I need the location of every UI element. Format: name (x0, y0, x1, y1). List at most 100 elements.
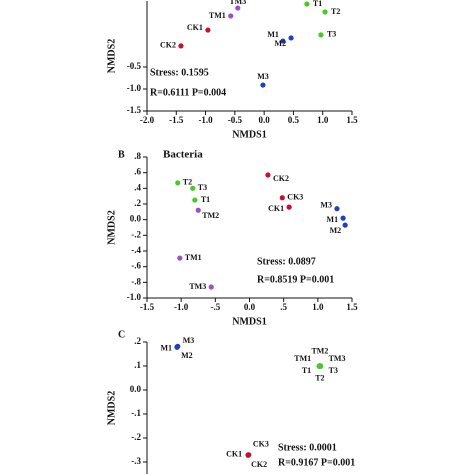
point (334, 206, 340, 212)
x-tick-label: 1.0 (317, 115, 329, 125)
y-tick-label: -.3 (131, 456, 141, 466)
x-axis-label: NMDS1 (232, 129, 266, 140)
point (178, 43, 184, 49)
y-tick-label: -1.0 (127, 83, 142, 93)
x-tick-label: 1.5 (346, 115, 358, 125)
point (175, 180, 181, 186)
point-label: M2 (181, 351, 193, 360)
y-tick-label: -.8 (131, 276, 141, 286)
point-label: TM3 (329, 354, 346, 363)
y-axis-label: NMDS2 (106, 391, 117, 425)
point-label: CK2 (251, 460, 267, 469)
x-tick-label: -.5 (210, 302, 220, 312)
point-label: T2 (315, 373, 324, 382)
point-label: T2 (183, 178, 192, 187)
point-label: CK3 (287, 193, 303, 202)
point-label: CK2 (160, 41, 176, 50)
x-tick-label: -1.5 (169, 115, 184, 125)
point-label: T2 (331, 7, 340, 16)
annotation: Stress: 0.0001 (278, 442, 337, 453)
point-label: M1 (267, 30, 279, 39)
point-label: M3 (320, 201, 332, 210)
point-label: T1 (302, 366, 311, 375)
point-label: TM3 (189, 282, 206, 291)
y-tick-label: -1.0 (127, 292, 142, 302)
y-tick-label: -1.5 (127, 105, 142, 115)
point (322, 9, 328, 15)
x-axis-label: NMDS1 (232, 316, 266, 327)
y-tick-label: -0.5 (127, 61, 142, 71)
point (195, 207, 201, 213)
panel-letter: C (118, 329, 125, 340)
point (174, 344, 180, 350)
y-tick-label: .8 (134, 151, 141, 161)
x-tick-label: -1.5 (140, 302, 155, 312)
panel-letter: B (118, 149, 125, 160)
y-tick-label: -.2 (131, 432, 141, 442)
point (192, 197, 198, 203)
point (228, 13, 234, 19)
point-label: TM2 (311, 347, 328, 356)
point (208, 284, 214, 290)
y-tick-label: -.1 (131, 408, 141, 418)
point-label: T3 (327, 30, 336, 39)
point (205, 27, 211, 33)
point-label: M2 (275, 39, 287, 48)
point-label: M2 (330, 226, 342, 235)
point-label: T1 (201, 195, 210, 204)
point (265, 172, 271, 178)
y-axis-label: NMDS2 (106, 39, 117, 73)
point-label: TM1 (185, 253, 202, 262)
x-tick-label: 0.0 (244, 302, 256, 312)
y-tick-label: -.2 (131, 229, 141, 239)
point (342, 222, 348, 228)
y-tick-label: .6 (134, 167, 141, 177)
point-label: CK1 (187, 23, 203, 32)
point-label: T1 (313, 0, 322, 8)
x-tick-label: 1.0 (312, 302, 324, 312)
annotation: Stress: 0.1595 (150, 67, 209, 78)
x-tick-label: .5 (280, 302, 287, 312)
point (317, 363, 324, 369)
point-label: CK1 (226, 450, 242, 459)
annotation: R=0.6111 P=0.004 (150, 87, 226, 98)
point (304, 1, 310, 7)
point (260, 82, 266, 88)
y-tick-label: -.4 (131, 245, 141, 255)
point-label: M3 (257, 72, 269, 81)
y-tick-label: .1 (134, 360, 141, 370)
y-tick-label: 0.0 (130, 214, 142, 224)
point (235, 5, 241, 11)
point-label: T3 (198, 183, 207, 192)
point-label: M3 (183, 336, 195, 345)
y-tick-label: .2 (134, 198, 141, 208)
point (190, 185, 196, 191)
annotation: Stress: 0.0897 (257, 256, 316, 267)
x-tick-label: 1.5 (346, 302, 358, 312)
point (288, 35, 294, 41)
point (286, 204, 292, 210)
y-axis-label: NMDS2 (106, 210, 117, 244)
annotation: R=0.9167 P=0.001 (278, 457, 355, 468)
y-tick-label: .2 (134, 336, 141, 346)
annotation: R=0.8519 P=0.001 (257, 274, 334, 285)
point-label: T3 (329, 366, 338, 375)
y-tick-label: 0.0 (130, 384, 142, 394)
panel-title: Bacteria (163, 149, 203, 161)
point-label: TM1 (209, 11, 226, 20)
point-label: M1 (161, 344, 173, 353)
y-tick-label: .4 (134, 182, 141, 192)
x-tick-label: -0.5 (228, 115, 243, 125)
point-label: CK3 (253, 440, 269, 449)
point (280, 38, 286, 44)
y-tick-label: -.6 (131, 261, 141, 271)
point (340, 215, 346, 221)
x-tick-label: 0.0 (259, 115, 271, 125)
point-label: CK2 (273, 174, 289, 183)
point (318, 32, 324, 38)
x-tick-label: 0.5 (288, 115, 300, 125)
point-label: TM3 (229, 0, 246, 6)
x-tick-label: -2.0 (140, 115, 155, 125)
point-label: CK1 (268, 204, 284, 213)
